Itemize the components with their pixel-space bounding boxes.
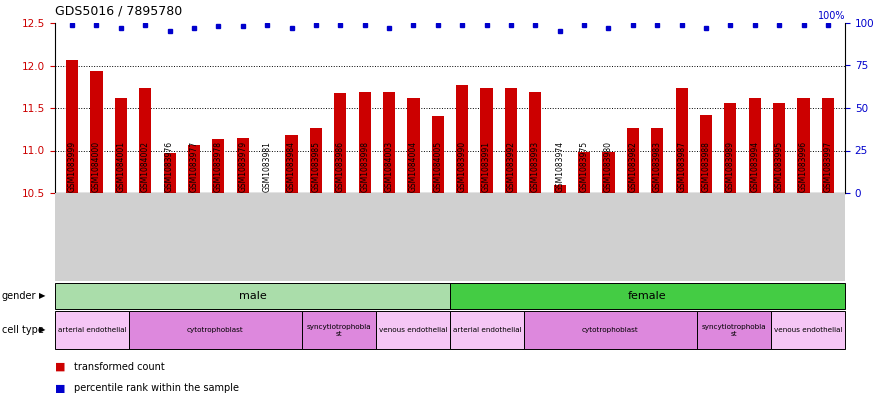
Bar	[773, 103, 785, 193]
Bar	[383, 92, 395, 193]
Text: ▶: ▶	[39, 325, 45, 334]
Text: ▶: ▶	[39, 292, 45, 301]
Bar	[115, 98, 127, 193]
Bar	[164, 153, 176, 193]
Bar	[55, 311, 129, 349]
Text: syncytiotrophobla
st: syncytiotrophobla st	[306, 323, 371, 336]
Bar	[675, 88, 688, 193]
Text: cell type: cell type	[2, 325, 43, 335]
Bar	[286, 135, 297, 193]
Bar	[797, 98, 810, 193]
Bar	[358, 92, 371, 193]
Text: arterial endothelial: arterial endothelial	[58, 327, 127, 333]
Bar	[90, 72, 103, 193]
Bar	[822, 98, 834, 193]
Text: cytotrophoblast: cytotrophoblast	[187, 327, 244, 333]
Text: male: male	[239, 291, 266, 301]
Text: ■: ■	[55, 384, 65, 393]
Text: gender: gender	[2, 291, 36, 301]
Bar	[335, 93, 346, 193]
Bar	[578, 152, 590, 193]
Bar	[302, 311, 376, 349]
Bar	[310, 128, 322, 193]
Bar	[188, 145, 200, 193]
Bar	[236, 138, 249, 193]
Bar	[771, 311, 845, 349]
Bar	[55, 283, 450, 309]
Bar	[700, 115, 712, 193]
Text: arterial endothelial: arterial endothelial	[453, 327, 521, 333]
Bar	[481, 88, 493, 193]
Bar	[432, 116, 444, 193]
Text: venous endothelial: venous endothelial	[379, 327, 447, 333]
Bar	[456, 85, 468, 193]
Text: GDS5016 / 7895780: GDS5016 / 7895780	[55, 4, 182, 17]
Bar	[603, 152, 614, 193]
Bar	[504, 88, 517, 193]
Text: cytotrophoblast: cytotrophoblast	[582, 327, 639, 333]
Bar	[554, 184, 566, 193]
Text: ■: ■	[55, 362, 65, 372]
Bar	[524, 311, 696, 349]
Bar	[450, 311, 524, 349]
Bar	[376, 311, 450, 349]
Bar	[651, 128, 664, 193]
Text: venous endothelial: venous endothelial	[773, 327, 843, 333]
Bar	[696, 311, 771, 349]
Bar	[129, 311, 302, 349]
Text: female: female	[628, 291, 666, 301]
Bar	[407, 98, 419, 193]
Text: transformed count: transformed count	[74, 362, 165, 372]
Bar	[66, 60, 78, 193]
Bar	[212, 140, 225, 193]
Bar	[139, 88, 151, 193]
Text: 100%: 100%	[818, 11, 845, 21]
Bar	[627, 128, 639, 193]
Bar	[724, 103, 736, 193]
Text: syncytiotrophobla
st: syncytiotrophobla st	[702, 323, 766, 336]
Bar	[529, 92, 542, 193]
Text: percentile rank within the sample: percentile rank within the sample	[74, 384, 240, 393]
Bar	[749, 98, 761, 193]
Bar	[450, 283, 845, 309]
